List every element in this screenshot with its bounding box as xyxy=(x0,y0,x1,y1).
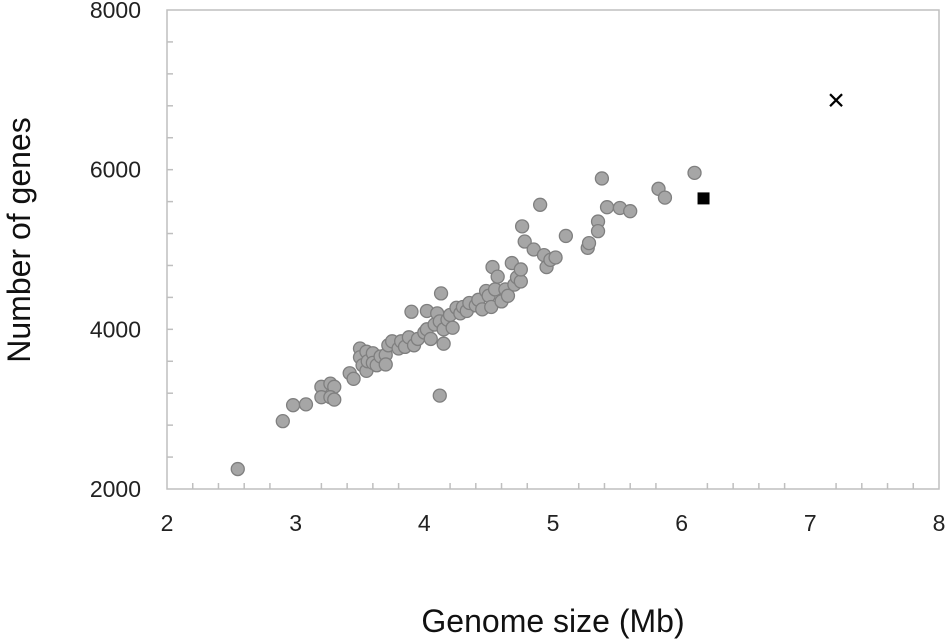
data-point xyxy=(581,235,597,251)
data-point xyxy=(346,371,361,386)
x-tick-label: 8 xyxy=(933,510,946,536)
y-tick-label: 8000 xyxy=(90,0,141,23)
data-point-square xyxy=(697,192,710,205)
x-tick-label: 2 xyxy=(161,510,174,536)
data-point xyxy=(590,223,606,239)
data-point xyxy=(433,286,449,301)
x-tick-label: 6 xyxy=(675,510,688,536)
cross-stroke xyxy=(829,93,843,107)
data-point xyxy=(436,336,451,351)
data-point xyxy=(513,274,528,289)
data-point xyxy=(432,388,447,403)
x-minor-ticks xyxy=(191,483,915,489)
x-tick-label: 7 xyxy=(804,510,817,536)
data-point xyxy=(404,304,419,319)
data-point xyxy=(275,413,290,429)
data-points xyxy=(230,93,843,477)
y-tick-label: 6000 xyxy=(90,157,141,183)
data-point xyxy=(558,228,574,244)
data-point xyxy=(490,269,505,284)
data-point xyxy=(594,171,610,186)
data-point xyxy=(285,398,301,413)
data-point xyxy=(378,357,393,372)
y-axis-title: Number of genes xyxy=(1,117,37,362)
data-point xyxy=(687,165,702,181)
data-point xyxy=(513,262,528,277)
data-point xyxy=(657,190,673,205)
data-point xyxy=(532,197,548,212)
data-point xyxy=(298,397,314,412)
data-point xyxy=(445,320,460,335)
x-tick-label: 4 xyxy=(418,510,431,536)
data-point xyxy=(514,219,530,234)
data-point xyxy=(500,288,516,303)
data-point xyxy=(327,392,342,407)
x-tick-labels: 2 3 4 5 6 7 8 xyxy=(161,510,946,536)
data-point xyxy=(599,200,615,215)
y-tick-label: 4000 xyxy=(90,316,141,342)
x-tick-label: 3 xyxy=(289,510,302,536)
data-point xyxy=(230,461,245,477)
x-tick-label: 5 xyxy=(547,510,560,536)
y-tick-label: 2000 xyxy=(90,476,141,502)
data-point xyxy=(423,331,438,347)
x-axis-title: Genome size (Mb) xyxy=(421,603,684,639)
data-point xyxy=(623,204,638,219)
y-tick-labels: 2000 4000 6000 8000 xyxy=(90,0,141,502)
y-minor-ticks xyxy=(167,41,173,458)
data-point-cross xyxy=(829,93,843,107)
data-point xyxy=(517,234,532,249)
data-point xyxy=(548,250,563,265)
